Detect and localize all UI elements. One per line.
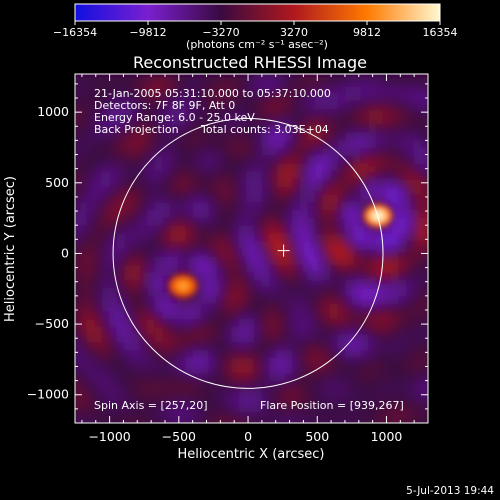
- image-pattern: [75, 77, 428, 423]
- annotation-time-range: 21-Jan-2005 05:31:10.000 to 05:37:10.000: [94, 87, 331, 100]
- y-tick-label: 0: [61, 245, 69, 260]
- y-tick-label: 500: [45, 175, 69, 190]
- x-tick-label: −500: [162, 429, 196, 444]
- annotation-spin-axis: Spin Axis = [257,20]: [94, 399, 208, 412]
- colorbar-units-label: (photons cm⁻² s⁻¹ asec⁻²): [186, 38, 328, 51]
- image-sources: [168, 204, 393, 297]
- y-tick-label: −500: [35, 316, 69, 331]
- y-tick-label: −1000: [27, 387, 69, 402]
- x-tick-label: −1000: [88, 429, 130, 444]
- y-axis-ticks: 1000 500 0 −500 −1000: [27, 83, 428, 410]
- x-axis-label: Heliocentric X (arcsec): [178, 447, 325, 462]
- colorbar: [74, 3, 441, 22]
- footer-date: 5-Jul-2013 19:44: [406, 485, 494, 497]
- source-secondary: [168, 274, 197, 297]
- x-tick-label: 500: [305, 429, 329, 444]
- colorbar-tick-label: −3270: [202, 26, 239, 39]
- annotation-counts: Total counts: 3.03E+04: [200, 123, 329, 136]
- annotation-energy: Energy Range: 6.0 - 25.0 keV: [94, 111, 255, 124]
- x-tick-label: 0: [244, 429, 252, 444]
- colorbar-tick-label: 3270: [280, 26, 308, 39]
- annotation-flare-position: Flare Position = [939,267]: [260, 399, 404, 412]
- x-tick-label: 1000: [371, 429, 403, 444]
- colorbar-tick-label: −9812: [129, 26, 166, 39]
- colorbar-tick-label: −16354: [53, 26, 97, 39]
- colorbar-tick-label: 9812: [353, 26, 381, 39]
- y-tick-label: 1000: [37, 104, 69, 119]
- plot-frame: [74, 73, 429, 424]
- chart-title: Reconstructed RHESSI Image: [133, 53, 367, 72]
- y-axis-label: Heliocentric Y (arcsec): [3, 176, 18, 322]
- colorbar-tick-label: 16354: [423, 26, 458, 39]
- x-axis-ticks: −1000 −500 0 500 1000: [81, 74, 415, 444]
- spin-axis-marker: [277, 244, 290, 257]
- colorbar-ticks: −16354 −9812 −3270 3270 9812 16354: [53, 21, 458, 39]
- annotation-method: Back Projection: [94, 123, 179, 136]
- annotation-detectors: Detectors: 7F 8F 9F, Att 0: [94, 99, 235, 112]
- solar-limb-circle: [112, 117, 384, 389]
